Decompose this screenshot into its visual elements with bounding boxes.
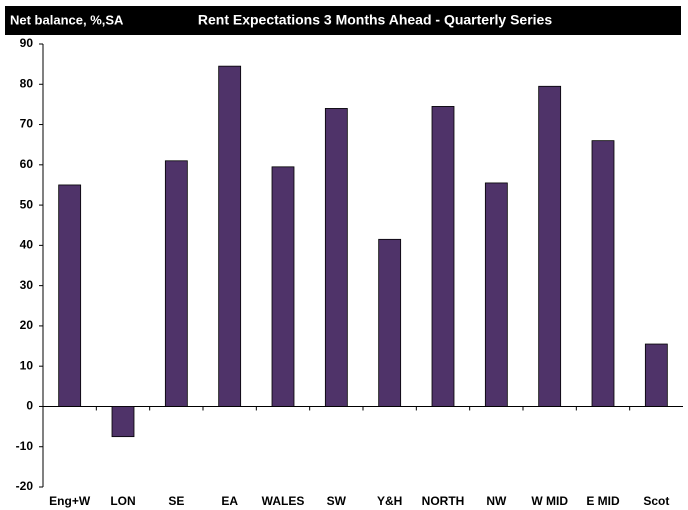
bar — [591, 140, 615, 407]
bar — [484, 182, 508, 407]
y-tick-label: 80 — [20, 76, 34, 90]
bar — [538, 85, 562, 407]
x-tick-label: NW — [486, 494, 507, 508]
y-tick-label: 50 — [20, 197, 34, 211]
y-tick-label: 90 — [20, 36, 34, 50]
y-tick-label: 0 — [26, 399, 33, 413]
bar — [324, 108, 348, 407]
x-tick-label: SE — [168, 494, 184, 508]
x-tick-label: NORTH — [422, 494, 465, 508]
y-axis-label: Net balance, %,SA — [10, 12, 124, 27]
y-tick-label: 20 — [20, 318, 34, 332]
x-tick-label: Scot — [643, 494, 669, 508]
bar — [164, 160, 188, 407]
x-tick-label: Eng+W — [49, 494, 91, 508]
y-tick-label: 70 — [20, 117, 34, 131]
bar — [431, 106, 455, 407]
x-tick-label: SW — [327, 494, 347, 508]
bar — [111, 406, 135, 438]
x-tick-label: WALES — [262, 494, 305, 508]
bar — [271, 166, 295, 407]
x-tick-label: Y&H — [377, 494, 402, 508]
bar — [378, 238, 402, 407]
x-tick-label: LON — [110, 494, 135, 508]
y-tick-label: -10 — [16, 439, 34, 453]
y-tick-label: -20 — [16, 479, 34, 493]
header-bar — [5, 6, 681, 35]
y-tick-label: 40 — [20, 238, 34, 252]
x-tick-label: EA — [221, 494, 238, 508]
chart-title: Rent Expectations 3 Months Ahead - Quart… — [198, 12, 552, 28]
bar — [58, 184, 82, 407]
y-tick-label: 10 — [20, 358, 34, 372]
bar — [644, 343, 668, 407]
y-tick-label: 30 — [20, 278, 34, 292]
x-tick-label: E MID — [586, 494, 620, 508]
x-tick-label: W MID — [531, 494, 568, 508]
bar — [218, 65, 242, 407]
y-tick-label: 60 — [20, 157, 34, 171]
